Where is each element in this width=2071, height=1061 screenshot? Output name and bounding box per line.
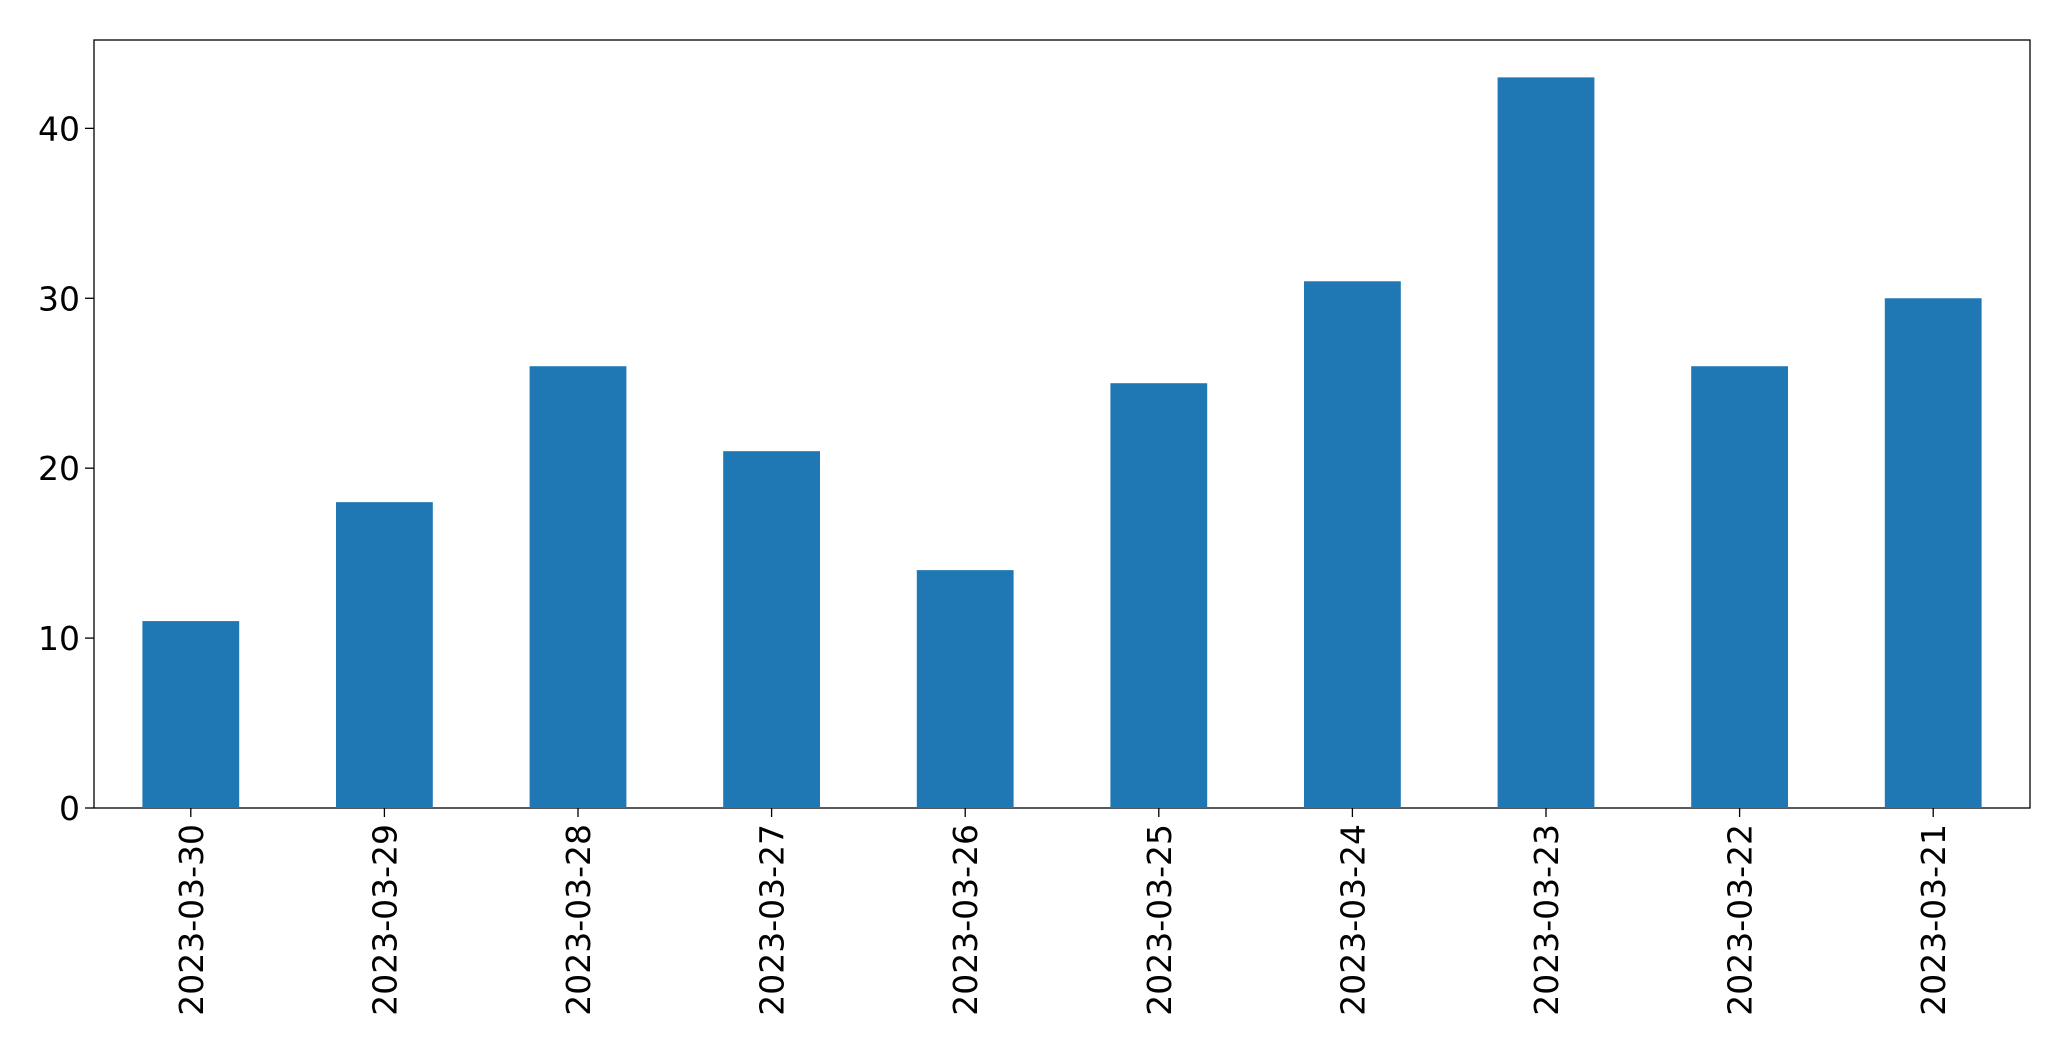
x-tick-label: 2023-03-30 bbox=[172, 824, 211, 1016]
x-tick-label: 2023-03-26 bbox=[946, 824, 985, 1016]
x-tick-label: 2023-03-29 bbox=[365, 824, 404, 1016]
bar bbox=[1110, 383, 1208, 808]
y-tick-label: 30 bbox=[38, 279, 80, 318]
bar bbox=[529, 366, 627, 808]
bar bbox=[1884, 298, 1982, 808]
plot-frame bbox=[93, 39, 2031, 809]
y-tick-label: 0 bbox=[59, 789, 80, 828]
bar bbox=[1304, 281, 1401, 809]
x-tick-label: 2023-03-28 bbox=[559, 824, 598, 1016]
x-tick-label: 2023-03-23 bbox=[1527, 824, 1566, 1016]
x-tick-label: 2023-03-27 bbox=[753, 824, 792, 1016]
bar bbox=[336, 502, 433, 808]
y-tick-label: 10 bbox=[38, 619, 80, 658]
bar bbox=[142, 621, 240, 808]
bar bbox=[1497, 77, 1595, 808]
x-tick-label: 2023-03-25 bbox=[1140, 824, 1179, 1016]
bar bbox=[1691, 366, 1788, 808]
y-tick-label: 20 bbox=[38, 449, 80, 488]
x-tick-label: 2023-03-22 bbox=[1721, 824, 1760, 1016]
x-tick-label: 2023-03-21 bbox=[1914, 824, 1953, 1016]
bar bbox=[723, 451, 820, 808]
x-tick-label: 2023-03-24 bbox=[1333, 824, 1372, 1016]
bar bbox=[916, 570, 1014, 808]
y-tick-label: 40 bbox=[38, 109, 80, 148]
